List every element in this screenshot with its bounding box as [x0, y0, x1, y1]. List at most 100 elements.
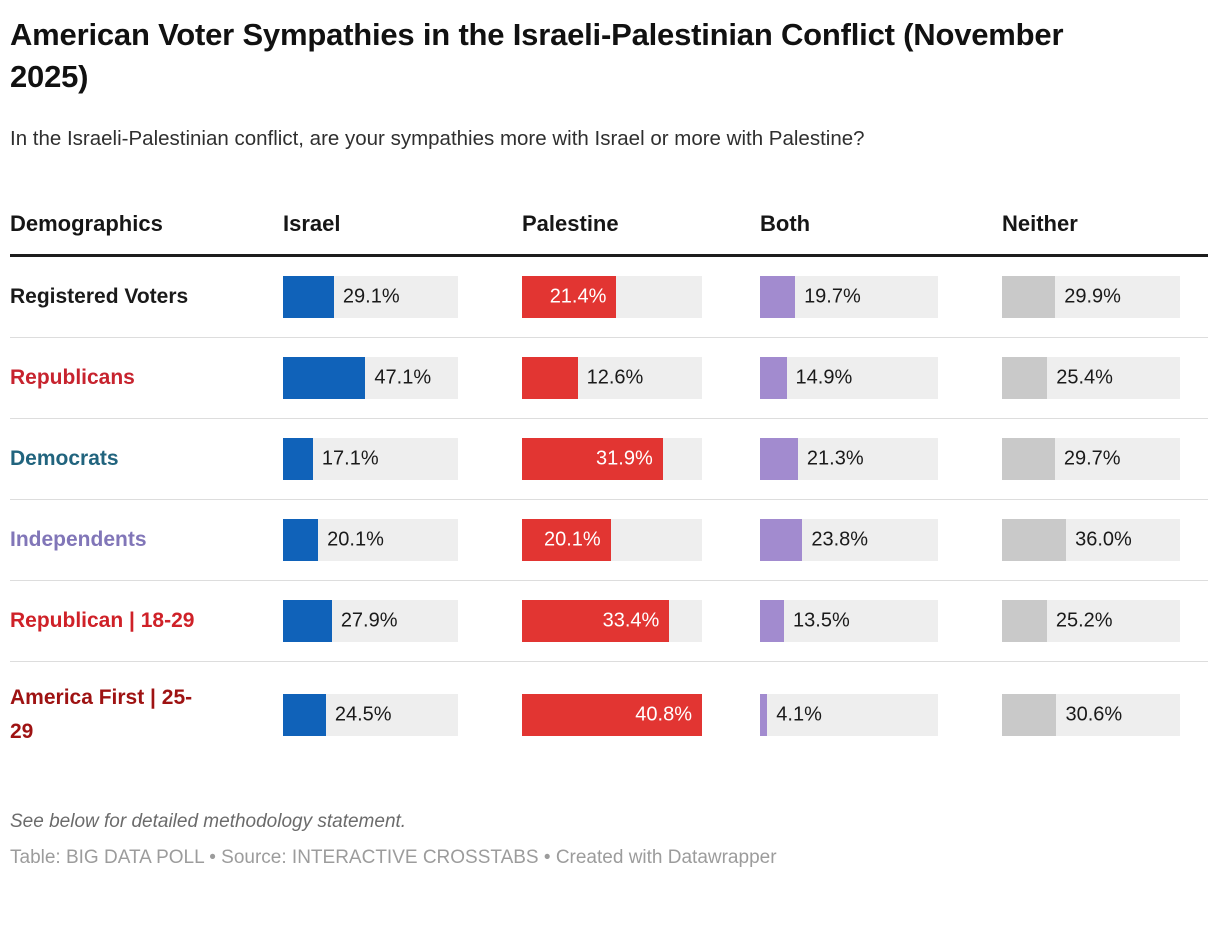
- neither-bar: [1002, 356, 1048, 399]
- neither-bar-track: 29.7%: [1002, 437, 1180, 480]
- value-label: 12.6%: [586, 366, 644, 389]
- both-bar-track: 4.1%: [760, 693, 938, 736]
- value-label: 23.8%: [811, 528, 869, 551]
- palestine-bar: [522, 275, 617, 318]
- palestine-bar-track: 33.4%: [522, 599, 702, 642]
- row-label: Republican | 18-29: [10, 609, 195, 633]
- palestine-cell: 40.8%: [522, 693, 760, 736]
- palestine-bar-track: 21.4%: [522, 275, 702, 318]
- israel-bar-track: 20.1%: [283, 518, 458, 561]
- palestine-cell: 12.6%: [522, 356, 760, 399]
- value-label: 29.1%: [342, 285, 400, 308]
- palestine-bar: [522, 693, 702, 736]
- subtitle: In the Israeli-Palestinian conflict, are…: [10, 127, 865, 151]
- table-row: Registered Voters 29.1% 21.4% 19.7% 29.9%: [10, 257, 1208, 338]
- value-label: 21.3%: [806, 447, 864, 470]
- palestine-cell: 33.4%: [522, 599, 760, 642]
- table-row: Democrats 17.1% 31.9% 21.3% 29.7%: [10, 419, 1208, 500]
- header-rule: [10, 253, 1208, 257]
- table-row: America First | 25-29 24.5% 40.8% 4.1% 30.6%: [10, 662, 1208, 767]
- neither-bar-track: 36.0%: [1002, 518, 1180, 561]
- israel-bar: [283, 356, 366, 399]
- neither-bar-track: 29.9%: [1002, 275, 1180, 318]
- value-label: 24.5%: [334, 703, 392, 726]
- israel-bar-track: 29.1%: [283, 275, 458, 318]
- neither-bar-track: 30.6%: [1002, 693, 1180, 736]
- value-label: 25.4%: [1056, 366, 1113, 389]
- value-label: 13.5%: [793, 609, 850, 632]
- value-label: 30.6%: [1065, 703, 1123, 726]
- neither-bar: [1002, 599, 1047, 642]
- both-bar-track: 19.7%: [760, 275, 938, 318]
- both-bar: [760, 437, 798, 480]
- palestine-cell: 21.4%: [522, 275, 760, 318]
- row-label: America First | 25-29: [10, 685, 193, 743]
- neither-cell: 36.0%: [1002, 518, 1198, 561]
- value-label: 20.1%: [543, 528, 601, 551]
- column-header-palestine: Palestine: [522, 210, 619, 236]
- row-label: Republicans: [10, 366, 135, 390]
- column-header-both: Both: [760, 210, 811, 236]
- israel-cell: 27.9%: [283, 599, 522, 642]
- neither-cell: 25.2%: [1002, 599, 1198, 642]
- israel-bar: [283, 275, 334, 318]
- table-row: Republican | 18-29 27.9% 33.4% 13.5% 25.2%: [10, 581, 1208, 662]
- israel-bar: [283, 693, 326, 736]
- row-label: Registered Voters: [10, 285, 189, 309]
- column-header-demographics: Demographics: [10, 210, 163, 236]
- value-label: 31.9%: [596, 447, 653, 470]
- column-header-neither: Neither: [1002, 210, 1078, 236]
- palestine-cell: 31.9%: [522, 437, 760, 480]
- neither-cell: 30.6%: [1002, 693, 1198, 736]
- value-label: 14.9%: [795, 366, 853, 389]
- methodology-note: See below for detailed methodology state…: [10, 811, 407, 833]
- israel-cell: 29.1%: [283, 275, 522, 318]
- value-label: 27.9%: [340, 609, 398, 632]
- israel-bar-track: 47.1%: [283, 356, 458, 399]
- value-label: 21.4%: [549, 285, 607, 308]
- both-bar: [760, 275, 796, 318]
- both-bar-track: 21.3%: [760, 437, 938, 480]
- table-header-row: Demographics Israel Palestine Both Neith…: [10, 211, 1208, 237]
- israel-bar-track: 27.9%: [283, 599, 458, 642]
- israel-bar-track: 17.1%: [283, 437, 458, 480]
- crosstab-table: Demographics Israel Palestine Both Neith…: [10, 211, 1208, 767]
- value-label: 4.1%: [776, 703, 822, 726]
- value-label: 25.2%: [1055, 609, 1113, 632]
- both-cell: 19.7%: [760, 275, 1002, 318]
- value-label: 19.7%: [804, 285, 861, 308]
- table-row: Independents 20.1% 20.1% 23.8% 36.0%: [10, 500, 1208, 581]
- both-bar: [760, 599, 785, 642]
- palestine-cell: 20.1%: [522, 518, 760, 561]
- neither-bar-track: 25.2%: [1002, 599, 1180, 642]
- palestine-bar-track: 20.1%: [522, 518, 702, 561]
- column-header-israel: Israel: [283, 210, 341, 236]
- both-cell: 13.5%: [760, 599, 1002, 642]
- row-label: Democrats: [10, 447, 119, 471]
- attribution-line: Table: BIG DATA POLL • Source: INTERACTI…: [10, 847, 777, 869]
- both-cell: 23.8%: [760, 518, 1002, 561]
- palestine-bar: [522, 599, 670, 642]
- value-label: 17.1%: [321, 447, 379, 470]
- neither-bar: [1002, 518, 1067, 561]
- neither-bar: [1002, 437, 1055, 480]
- row-label: Independents: [10, 528, 147, 552]
- both-bar: [760, 356, 787, 399]
- page-title: American Voter Sympathies in the Israeli…: [10, 17, 1064, 95]
- table-body: Registered Voters 29.1% 21.4% 19.7% 29.9% Rep…: [10, 257, 1208, 767]
- palestine-bar: [522, 356, 578, 399]
- value-label: 29.7%: [1063, 447, 1121, 470]
- both-cell: 4.1%: [760, 693, 1002, 736]
- neither-bar: [1002, 275, 1056, 318]
- neither-cell: 29.9%: [1002, 275, 1198, 318]
- israel-bar: [283, 599, 332, 642]
- palestine-bar-track: 31.9%: [522, 437, 702, 480]
- neither-cell: 25.4%: [1002, 356, 1198, 399]
- israel-bar: [283, 437, 313, 480]
- value-label: 29.9%: [1064, 285, 1121, 308]
- israel-cell: 47.1%: [283, 356, 522, 399]
- palestine-bar: [522, 437, 663, 480]
- israel-cell: 24.5%: [283, 693, 522, 736]
- both-bar-track: 23.8%: [760, 518, 938, 561]
